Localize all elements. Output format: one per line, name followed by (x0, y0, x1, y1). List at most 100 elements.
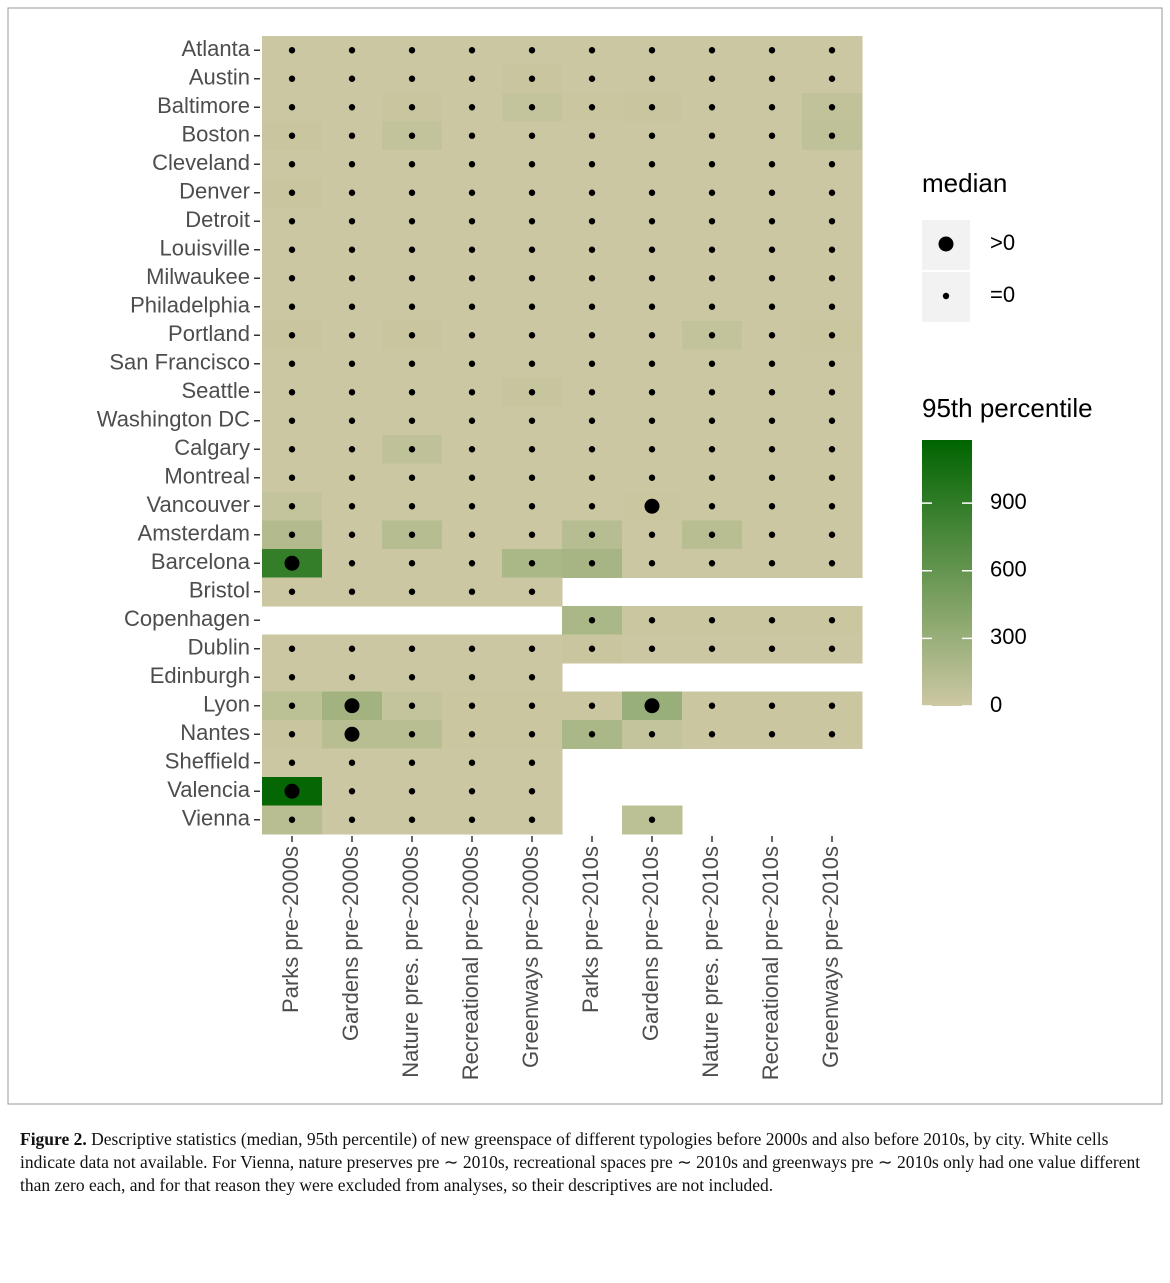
median-dot (768, 275, 776, 282)
median-dot (348, 104, 356, 111)
median-dot (588, 474, 596, 481)
median-dot (528, 560, 536, 567)
median-dot (768, 503, 776, 510)
median-dot (468, 275, 476, 282)
median-dot (648, 617, 656, 624)
median-dot (408, 446, 416, 453)
median-dot (528, 788, 536, 795)
median-dot (828, 303, 836, 310)
median-dot (768, 189, 776, 196)
median-dot (648, 474, 656, 481)
y-tick-label: Atlanta (182, 36, 251, 61)
median-dot (348, 360, 356, 367)
median-dot (768, 47, 776, 54)
median-dot (528, 731, 536, 738)
median-dot (348, 531, 356, 538)
y-tick-label: Valencia (167, 777, 251, 802)
median-dot (648, 303, 656, 310)
median-dot (288, 474, 296, 481)
median-dot (468, 132, 476, 139)
median-dot (528, 47, 536, 54)
median-dot (468, 417, 476, 424)
median-dot (648, 332, 656, 339)
median-dot (648, 816, 656, 823)
median-dot (588, 332, 596, 339)
median-dot (648, 189, 656, 196)
median-dot (288, 417, 296, 424)
median-dot (348, 474, 356, 481)
median-dot (768, 303, 776, 310)
median-dot (828, 389, 836, 396)
median-dot (468, 588, 476, 595)
y-tick-label: Dublin (188, 635, 250, 660)
median-dot (288, 816, 296, 823)
median-dot (528, 816, 536, 823)
median-dot (828, 474, 836, 481)
median-dot (468, 702, 476, 709)
median-dot (528, 417, 536, 424)
median-dot (708, 503, 716, 510)
median-dot (768, 617, 776, 624)
median-dot (408, 189, 416, 196)
median-dot (648, 104, 656, 111)
median-dot (528, 104, 536, 111)
median-dot (468, 731, 476, 738)
median-dot (648, 731, 656, 738)
y-tick-label: Lyon (203, 692, 250, 717)
median-dot (768, 218, 776, 225)
colorbar-tick-label: 600 (990, 557, 1027, 582)
median-dot (348, 446, 356, 453)
colorbar-tick-label: 900 (990, 489, 1027, 514)
median-dot (648, 389, 656, 396)
median-dot (288, 246, 296, 253)
median-dot (768, 104, 776, 111)
median-legend-title: median (922, 168, 1007, 198)
median-dot (648, 446, 656, 453)
median-dot (528, 332, 536, 339)
median-dot (648, 417, 656, 424)
median-dot (288, 645, 296, 652)
median-dot (708, 104, 716, 111)
y-tick-label: Portland (168, 321, 250, 346)
median-dot (708, 731, 716, 738)
median-dot (528, 446, 536, 453)
median-dot (588, 189, 596, 196)
median-dot (708, 360, 716, 367)
y-tick-label: Amsterdam (138, 521, 250, 546)
median-dot (828, 47, 836, 54)
median-dot (708, 189, 716, 196)
median-dot (648, 47, 656, 54)
median-dot (588, 503, 596, 510)
median-dot (348, 645, 356, 652)
median-dot (348, 417, 356, 424)
median-dot (468, 303, 476, 310)
median-dot (648, 360, 656, 367)
median-dot (588, 218, 596, 225)
median-dot (708, 218, 716, 225)
median-dot (408, 332, 416, 339)
median-dot (768, 531, 776, 538)
median-dot (768, 132, 776, 139)
median-dot (288, 218, 296, 225)
median-dot (468, 218, 476, 225)
median-dot (588, 417, 596, 424)
median-dot (768, 446, 776, 453)
median-dot (828, 503, 836, 510)
x-tick-label: Gardens pre~2000s (338, 846, 363, 1041)
median-dot (528, 303, 536, 310)
median-dot (588, 702, 596, 709)
median-dot (828, 275, 836, 282)
median-dot (468, 560, 476, 567)
median-dot (768, 389, 776, 396)
colorbar-title: 95th percentile (922, 393, 1093, 423)
median-dot (288, 75, 296, 82)
y-tick-label: Denver (179, 179, 250, 204)
median-dot (708, 446, 716, 453)
median-dot (828, 75, 836, 82)
colorbar (922, 440, 972, 706)
median-dot (588, 161, 596, 168)
y-tick-label: San Francisco (109, 350, 250, 375)
y-tick-label: Vienna (182, 806, 251, 831)
median-dot (648, 132, 656, 139)
